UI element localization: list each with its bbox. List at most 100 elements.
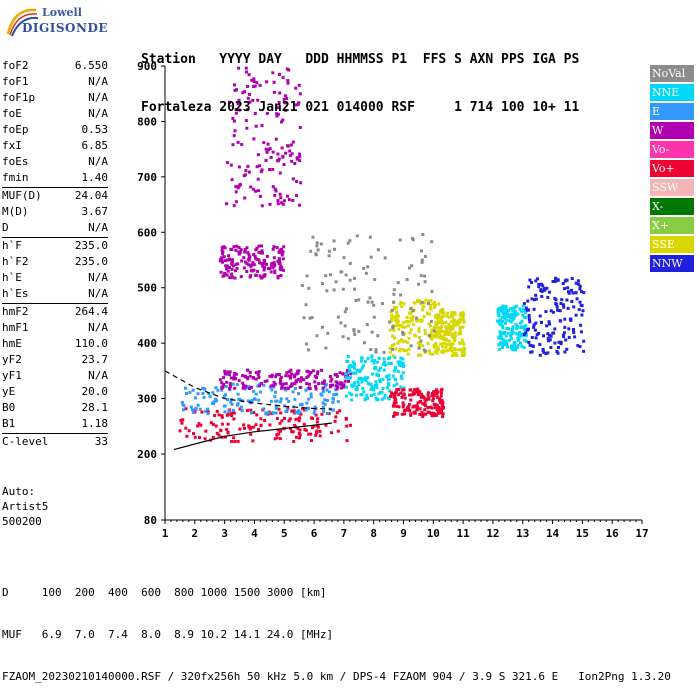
param-name: MUF(D) bbox=[2, 189, 42, 202]
echo-point-w bbox=[236, 102, 240, 106]
echo-point-sse bbox=[405, 316, 409, 319]
echo-point-nne bbox=[400, 376, 404, 380]
echo-point-vo- bbox=[401, 405, 405, 409]
echo-point-vo- bbox=[315, 431, 319, 435]
legend-item-x-: X- bbox=[650, 198, 694, 215]
echo-point-nne bbox=[522, 325, 526, 329]
echo-point-vo- bbox=[435, 392, 439, 396]
echo-point-w bbox=[229, 376, 233, 380]
echo-point-sse bbox=[420, 308, 424, 312]
echo-point-e bbox=[273, 395, 277, 399]
echo-point-vo- bbox=[392, 393, 396, 397]
param-name: hmF2 bbox=[2, 305, 29, 318]
echo-point-w bbox=[329, 384, 333, 387]
echo-point-vo- bbox=[279, 411, 283, 415]
legend-item-noval: NoVal bbox=[650, 65, 694, 82]
echo-point-w bbox=[254, 273, 258, 277]
echo-point-sse bbox=[413, 301, 417, 305]
echo-point-w bbox=[263, 265, 266, 269]
echo-point-vo- bbox=[402, 388, 406, 392]
echo-point-noval bbox=[344, 307, 348, 311]
echo-point-vo- bbox=[206, 410, 210, 414]
echo-point-nnw bbox=[568, 317, 572, 321]
echo-point-sse bbox=[454, 334, 458, 338]
echo-point-w bbox=[237, 246, 241, 249]
echo-point-nne bbox=[523, 338, 527, 342]
legend-item-e: E bbox=[650, 103, 694, 120]
echo-point-sse bbox=[435, 348, 439, 352]
echo-point-vo- bbox=[324, 423, 328, 427]
echo-point-e bbox=[305, 401, 309, 405]
echo-point-sse bbox=[458, 347, 462, 351]
echo-point-vo- bbox=[440, 387, 444, 391]
echo-point-sse bbox=[449, 314, 453, 318]
echo-point-nne bbox=[509, 337, 513, 341]
echo-point-w bbox=[328, 375, 332, 378]
echo-point-w bbox=[251, 187, 255, 191]
echo-point-w bbox=[290, 152, 294, 156]
param-name: foEs bbox=[2, 155, 29, 168]
echo-point-nne bbox=[522, 315, 526, 319]
auto-version: 500200 bbox=[2, 515, 42, 528]
echo-point-vo- bbox=[247, 424, 251, 428]
echo-point-nnw bbox=[546, 351, 550, 355]
echo-point-noval bbox=[348, 278, 352, 282]
echo-point-vo- bbox=[439, 391, 443, 395]
param-value: N/A bbox=[88, 221, 108, 234]
echo-point-w bbox=[281, 250, 285, 254]
echo-point-w bbox=[279, 376, 283, 379]
echo-point-sse bbox=[424, 298, 428, 302]
echo-point-nnw bbox=[567, 290, 570, 294]
echo-point-vo- bbox=[330, 431, 333, 435]
echo-point-nne bbox=[359, 359, 363, 363]
echo-point-vo- bbox=[420, 410, 424, 414]
echo-point-sse bbox=[429, 303, 433, 307]
echo-point-e bbox=[189, 405, 193, 409]
echo-point-noval bbox=[415, 316, 418, 320]
echo-point-sse bbox=[444, 338, 448, 342]
echo-point-nnw bbox=[541, 349, 545, 352]
echo-point-w bbox=[224, 372, 228, 376]
echo-point-vo- bbox=[427, 397, 431, 401]
echo-point-vo- bbox=[255, 413, 259, 417]
echo-point-noval bbox=[376, 334, 380, 338]
echo-point-noval bbox=[346, 337, 350, 341]
echo-point-w bbox=[260, 276, 264, 280]
echo-point-vo- bbox=[230, 440, 234, 443]
echo-point-nne bbox=[524, 311, 528, 315]
echo-point-sse bbox=[406, 320, 410, 324]
echo-point-noval bbox=[423, 280, 427, 284]
echo-point-nne bbox=[389, 362, 393, 366]
echo-point-w bbox=[298, 159, 302, 163]
echo-point-sse bbox=[422, 305, 426, 309]
echo-point-vo- bbox=[211, 422, 215, 426]
echo-point-noval bbox=[381, 302, 384, 305]
echo-point-w bbox=[272, 245, 276, 249]
echo-point-nnw bbox=[580, 313, 584, 317]
echo-point-noval bbox=[363, 341, 366, 345]
echo-point-w bbox=[245, 376, 249, 380]
echo-point-vo- bbox=[435, 403, 439, 407]
echo-point-e bbox=[223, 410, 227, 414]
echo-point-vo- bbox=[278, 421, 282, 425]
echo-point-w bbox=[227, 254, 230, 258]
echo-point-w bbox=[268, 147, 272, 151]
echo-point-w bbox=[236, 262, 240, 266]
echo-point-vo- bbox=[223, 435, 227, 439]
echo-point-vo- bbox=[416, 401, 420, 405]
echo-point-w bbox=[254, 371, 258, 375]
echo-point-vo- bbox=[393, 394, 397, 398]
echo-point-w bbox=[228, 387, 232, 390]
echo-point-nnw bbox=[532, 325, 536, 329]
echo-point-w bbox=[239, 275, 243, 279]
echo-point-nne bbox=[501, 304, 505, 308]
echo-point-noval bbox=[366, 300, 370, 304]
echo-point-nne bbox=[506, 345, 509, 349]
echo-point-nne bbox=[356, 380, 360, 384]
echo-point-vo- bbox=[430, 394, 434, 398]
echo-point-sse bbox=[403, 339, 407, 343]
echo-point-sse bbox=[396, 341, 400, 345]
param-value: N/A bbox=[88, 107, 108, 120]
echo-point-w bbox=[220, 248, 224, 252]
echo-point-nne bbox=[516, 324, 520, 328]
